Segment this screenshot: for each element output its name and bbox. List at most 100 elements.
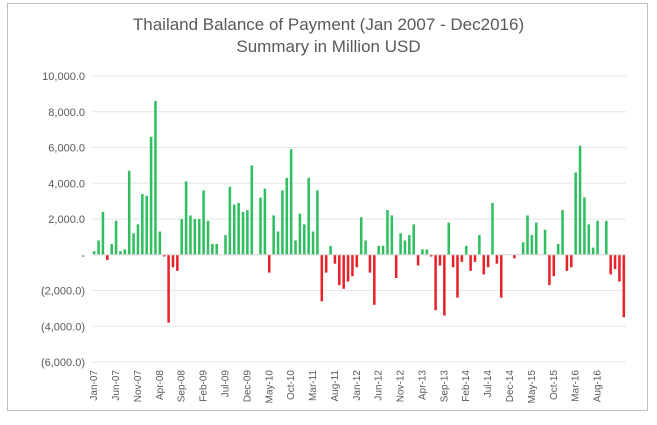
- bar: [324, 254, 328, 273]
- bar: [197, 219, 201, 255]
- y-tick-label: (4,000.0): [41, 321, 85, 333]
- bar: [237, 202, 240, 255]
- x-tick-label: Jun-07: [111, 370, 122, 401]
- x-tick-label: Dec-14: [505, 370, 516, 403]
- bar: [180, 219, 183, 255]
- bar: [456, 254, 459, 298]
- x-tick-label: May-15: [527, 370, 538, 404]
- x-tick-label: Mar-11: [308, 370, 319, 401]
- bar: [583, 197, 586, 255]
- bar: [578, 145, 582, 255]
- bar: [228, 186, 232, 255]
- x-tick-label: Oct-10: [286, 370, 297, 400]
- bar: [613, 254, 617, 270]
- y-tick-label: 4,000.0: [48, 178, 85, 190]
- y-tick-label: 10,000.0: [42, 71, 85, 83]
- bar: [421, 249, 424, 255]
- bar: [342, 254, 345, 289]
- bar: [154, 101, 157, 255]
- bar: [530, 235, 534, 255]
- bar: [561, 210, 564, 255]
- bar: [329, 245, 332, 255]
- bar: [460, 254, 464, 262]
- bar: [294, 240, 297, 255]
- bar-chart: 10,000.0 8,000.0 6,000.0 4,000.0 2,000.0 - (2,…: [41, 71, 626, 404]
- bar: [289, 149, 293, 255]
- bar: [399, 233, 402, 255]
- bar: [246, 210, 249, 255]
- bar: [556, 244, 560, 255]
- bar: [193, 219, 197, 255]
- bar: [145, 195, 148, 255]
- bar: [320, 254, 324, 302]
- bar: [478, 235, 481, 255]
- bar: [250, 165, 254, 255]
- x-tick-label: Nov-12: [396, 370, 407, 403]
- bar: [101, 211, 105, 255]
- x-axis-tick-labels: Jan-07 Jun-07 Nov-07 Apr-08 Sep-08 Feb-09 Jul-…: [89, 370, 603, 404]
- bar: [359, 217, 363, 255]
- y-axis-tick-labels: 10,000.0 8,000.0 6,000.0 4,000.0 2,000.0 - (2,…: [41, 71, 85, 369]
- bar: [311, 231, 315, 255]
- bar: [587, 224, 591, 255]
- x-tick-label: Aug-16: [593, 370, 604, 403]
- x-tick-label: May-10: [264, 370, 275, 404]
- x-tick-label: Mar-16: [571, 370, 582, 402]
- bar: [408, 235, 411, 255]
- bar: [451, 254, 455, 268]
- bar: [127, 170, 131, 255]
- bar: [482, 254, 486, 275]
- y-tick-label: (2,000.0): [41, 286, 85, 298]
- bar: [241, 211, 245, 255]
- bar: [381, 245, 385, 255]
- bar: [167, 254, 170, 323]
- bar: [513, 254, 516, 259]
- y-tick-label: -: [81, 250, 85, 262]
- y-tick-label: 8,000.0: [48, 107, 85, 119]
- bar: [377, 245, 380, 255]
- bar: [136, 224, 140, 255]
- bar: [202, 190, 205, 255]
- x-tick-label: Nov-07: [133, 370, 144, 403]
- bar: [416, 254, 420, 266]
- chart-frame: Thailand Balance of Payment (Jan 2007 - …: [7, 3, 648, 411]
- bar: [351, 254, 354, 277]
- x-tick-label: Apr-13: [417, 370, 428, 400]
- bar: [429, 254, 433, 257]
- bar: [307, 177, 310, 255]
- bar: [443, 254, 446, 316]
- bar: [97, 240, 100, 255]
- bar: [491, 202, 494, 255]
- bar: [618, 254, 621, 282]
- bar: [403, 240, 407, 255]
- bar: [565, 254, 569, 271]
- bar: [438, 254, 442, 266]
- x-tick-label: Jul-09: [221, 370, 232, 398]
- bars: [92, 101, 626, 323]
- bar: [346, 254, 350, 282]
- bar: [390, 215, 394, 255]
- bar: [224, 235, 227, 255]
- bar: [412, 224, 415, 255]
- chart-title: Thailand Balance of Payment (Jan 2007 - …: [132, 15, 525, 34]
- bar: [263, 188, 267, 255]
- bar: [609, 254, 612, 275]
- bar: [469, 254, 472, 271]
- bar: [521, 242, 525, 255]
- y-tick-label: 2,000.0: [48, 214, 85, 226]
- bar: [355, 254, 359, 268]
- bar: [119, 251, 122, 255]
- bar: [114, 220, 118, 255]
- bar: [373, 254, 376, 305]
- bar: [276, 231, 280, 255]
- bar: [499, 254, 503, 298]
- bar: [176, 254, 179, 271]
- bar: [285, 177, 289, 255]
- bar: [596, 220, 599, 255]
- x-tick-label: Jul-14: [483, 370, 494, 398]
- bar: [394, 254, 398, 278]
- y-tick-label: 6,000.0: [48, 143, 85, 155]
- bar: [543, 229, 547, 255]
- x-tick-label: Oct-15: [549, 370, 560, 400]
- bar: [123, 249, 127, 255]
